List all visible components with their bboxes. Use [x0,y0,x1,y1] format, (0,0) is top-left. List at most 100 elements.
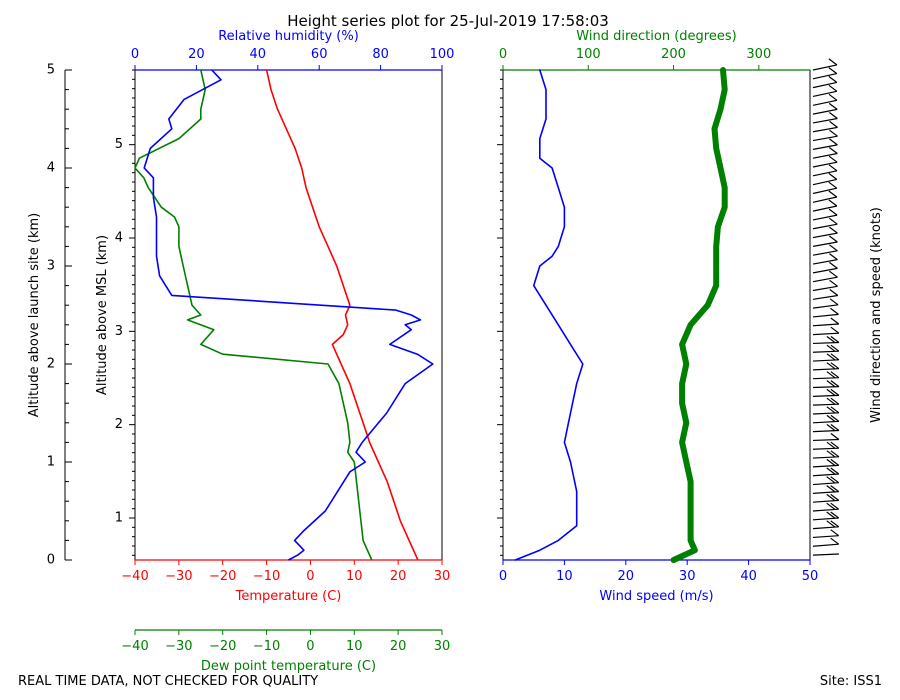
wind-barb-shaft [812,553,839,556]
wind-barb-flag [830,441,840,449]
dewpoint-tick-label: −40 [121,639,148,654]
dewpoint-tick-label: −20 [209,639,236,654]
wind-barb-shaft [812,332,839,336]
chart-title: Height series plot for 25-Jul-2019 17:58… [287,12,609,30]
wind-barb-shaft [812,403,839,406]
temperature-tick-label: 0 [306,569,314,584]
dew-point-line [134,69,373,561]
wind-barb-flag [830,485,840,493]
wind-barb-flag [826,493,836,501]
temperature-tick-label: −30 [165,569,192,584]
wind-barb-flag [826,371,836,379]
wind-barb-flag [828,155,838,163]
wind-barb-shaft [812,543,839,547]
wind-barb-shaft [812,420,839,424]
temperature-line [265,69,419,561]
wind-barb-shaft [812,250,838,256]
msl-altitude-tick-label: 3 [115,324,123,339]
wind-barbs-label: Wind direction and speed (knots) [869,207,884,423]
wind-barb-flag [826,397,836,405]
thermo-frame [134,69,443,561]
wind-barb-shaft [812,464,839,468]
site-label: Site: ISS1 [819,674,882,689]
wind-barb-flag [829,289,839,296]
wind-barb-shaft [812,73,837,80]
temperature-axis-label: Temperature (C) [235,589,342,604]
wind-barb-flag [830,317,840,325]
wind-barb-shaft [812,144,838,150]
wind-barb-flag [830,353,840,361]
wind-barb-flag [828,208,838,216]
wind-barb-flag [830,502,840,510]
wind-barb-shaft [812,447,839,450]
wind-barb-flag [829,129,838,137]
rh-tick-label: 20 [188,47,205,62]
wind-barb-flag [826,424,836,431]
wind-speed-tick-label: 0 [499,569,507,584]
wind-barb-flag [830,520,840,528]
wind-direction-axis-label: Wind direction (degrees) [576,29,736,44]
wind-barb-shaft [812,412,839,415]
wind-barb-flag [826,450,836,458]
wind-barb-flag [826,485,836,493]
dewpoint-tick-label: −10 [253,639,280,654]
wind-barb-shaft [812,517,839,521]
wind-barb-shaft [812,178,837,186]
wind-barb-shaft [812,368,839,371]
wind-barb-flag [828,58,838,66]
quality-notice: REAL TIME DATA, NOT CHECKED FOR QUALITY [18,674,319,689]
wind-barb-flag [829,235,838,243]
wind-barb-flag [829,253,838,261]
wind-barb-shaft [812,285,838,292]
wind-barb-flag [830,424,840,431]
wind-barb-shaft [812,170,838,177]
wind-barb-flag [830,414,840,422]
wind-barb-shaft [812,259,838,265]
wind-barb-flag [826,414,836,422]
wind-barb-flag [826,502,836,510]
wind-barb-flag [830,371,840,379]
wind-barb-shaft [812,473,839,477]
wind-barb-shaft [812,294,838,300]
wind-barb-flag [828,102,838,110]
temperature-tick-label: 20 [390,569,407,584]
wind-barb-shaft [812,99,838,106]
wind-direction-tick-label: 200 [661,47,686,62]
wind-barb-flag [830,406,840,414]
wind-barb-shaft [812,341,839,345]
temperature-tick-label: 10 [346,569,363,584]
wind-barb-shaft [812,508,839,512]
wind-barb-flag [828,199,838,207]
dewpoint-tick-label: 10 [346,639,363,654]
wind-barb-shaft [812,64,838,71]
wind-barb-shaft [812,456,839,459]
wind-direction-tick-label: 100 [576,47,601,62]
temperature-tick-label: 30 [434,569,451,584]
dewpoint-tick-label: 0 [306,639,314,654]
msl-altitude-tick-label: 5 [115,137,123,152]
wind-barb-flag [826,380,836,388]
temperature-tick-label: −40 [121,569,148,584]
outer-altitude-axis-label: Altitude above launch site (km) [27,213,42,417]
wind-barb-shaft [812,161,838,168]
wind-barb-shaft [812,359,839,362]
wind-barb-flag [830,307,839,315]
wind-barb-flag [829,244,838,252]
wind-barb-flag [826,388,836,396]
wind-barb-flag [830,458,840,466]
outer-altitude-tick-label: 2 [47,357,55,372]
msl-altitude-tick-label: 1 [115,511,123,526]
wind-barb-shaft [812,267,838,274]
dewpoint-tick-label: 20 [390,639,407,654]
wind-barb-flag [829,298,839,306]
wind-barb-flag [826,336,836,343]
wind-barb-shaft [812,438,839,442]
wind-barb-flag [826,353,836,361]
wind-barb-flag [828,67,838,75]
wind-barb-shaft [812,135,838,142]
wind-barb-flag [830,450,840,458]
wind-barb-flag [826,362,836,370]
wind-barb-flag [828,181,838,189]
wind-barb-shaft [812,81,837,89]
msl-altitude-axis-label: Altitude above MSL (km) [95,235,110,395]
